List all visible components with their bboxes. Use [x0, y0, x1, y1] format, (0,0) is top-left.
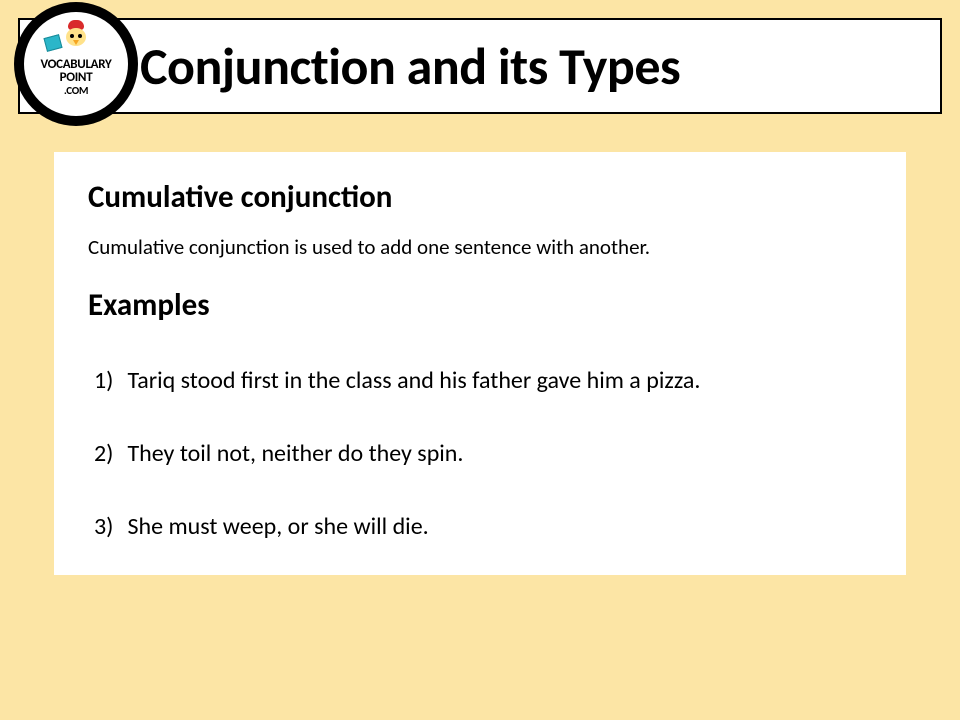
page: VOCABULARY POINT .COM Conjunction and it… — [0, 0, 960, 720]
page-title: Conjunction and its Types — [140, 34, 920, 98]
example-item: 1) Tariq stood first in the class and hi… — [88, 366, 872, 395]
content-card: Cumulative conjunction Cumulative conjun… — [54, 152, 906, 575]
examples-heading: Examples — [88, 286, 872, 324]
example-number: 3) — [94, 512, 122, 541]
example-number: 1) — [94, 366, 122, 395]
logo-line3: .COM — [41, 85, 112, 96]
header-banner: VOCABULARY POINT .COM Conjunction and it… — [18, 18, 942, 114]
topic-subheading: Cumulative conjunction — [88, 178, 872, 216]
mascot-icon — [63, 26, 89, 56]
example-text: She must weep, or she will die. — [127, 512, 428, 541]
example-text: They toil not, neither do they spin. — [127, 439, 463, 468]
example-item: 2) They toil not, neither do they spin. — [88, 439, 872, 468]
definition-text: Cumulative conjunction is used to add on… — [88, 234, 872, 260]
example-item: 3) She must weep, or she will die. — [88, 512, 872, 541]
example-text: Tariq stood first in the class and his f… — [127, 366, 700, 395]
logo-inner: VOCABULARY POINT .COM — [24, 12, 128, 116]
example-number: 2) — [94, 439, 122, 468]
logo-text: VOCABULARY POINT .COM — [41, 58, 112, 96]
logo-line2: POINT — [41, 71, 112, 84]
logo-badge: VOCABULARY POINT .COM — [14, 2, 138, 126]
